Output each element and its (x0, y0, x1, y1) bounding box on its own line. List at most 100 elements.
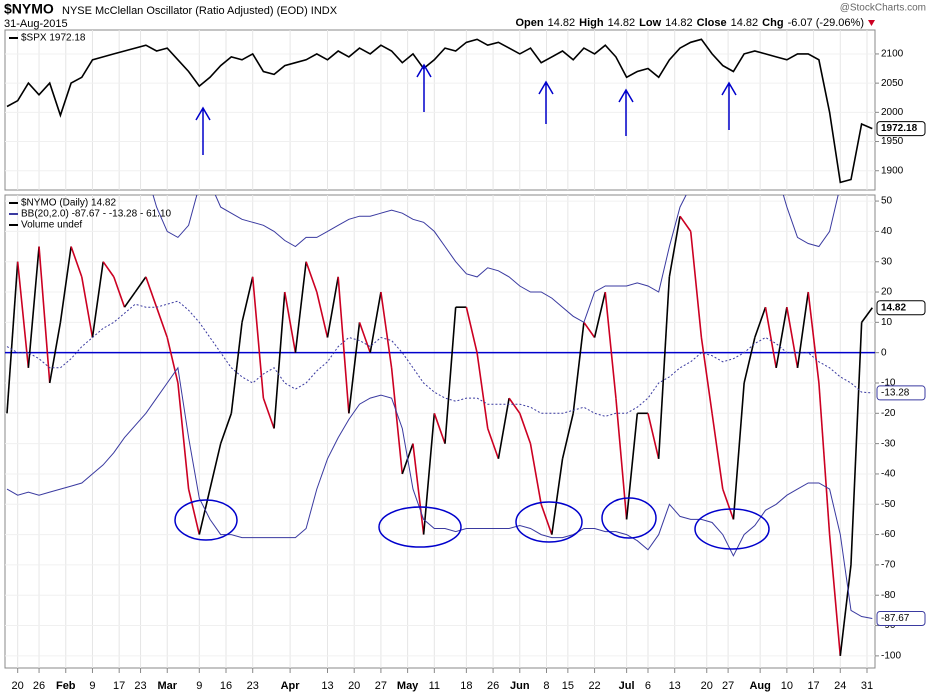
line-segment (102, 261, 115, 278)
x-tick-label: 6 (645, 680, 651, 692)
line-segment (358, 322, 371, 353)
quote-label: Close (697, 17, 727, 29)
x-tick-label: 22 (588, 680, 600, 692)
line-segment (412, 443, 425, 535)
line-segment (70, 246, 83, 278)
line-segment (604, 291, 617, 399)
y-tick-label: 2000 (881, 107, 904, 118)
x-tick-label: 20 (348, 680, 360, 692)
line-segment (508, 397, 521, 414)
y-tick-label: 20 (881, 287, 893, 298)
x-tick-label: Apr (281, 680, 301, 692)
arrow (195, 106, 211, 155)
x-tick-label: 8 (543, 680, 549, 692)
x-tick-label: 13 (669, 680, 681, 692)
x-tick-label: 17 (807, 680, 819, 692)
line-segment (497, 398, 510, 459)
line-segment (711, 413, 724, 490)
line-segment (48, 322, 62, 384)
line-segment (166, 337, 179, 384)
line (6, 300, 873, 417)
line-segment (241, 276, 254, 323)
line-segment (700, 337, 713, 414)
x-tick-label: 27 (722, 680, 734, 692)
x-tick-label: 10 (781, 680, 793, 692)
line-segment (486, 428, 500, 460)
x-tick-label: 16 (220, 680, 232, 692)
line-segment (529, 443, 542, 505)
line-segment (113, 276, 126, 308)
line-segment (123, 291, 136, 308)
line-segment (16, 261, 30, 368)
line-segment (134, 276, 147, 293)
circle (378, 506, 462, 548)
y-tick-label: -30 (881, 438, 896, 449)
line-segment (657, 276, 671, 459)
x-tick-label: 9 (196, 680, 202, 692)
y-tick-label: 10 (881, 317, 893, 328)
line-segment (390, 367, 404, 475)
y-tick-label: 0 (881, 347, 887, 358)
line-segment (145, 276, 158, 308)
line-segment (433, 413, 446, 444)
arrow (416, 63, 432, 112)
y-tick-label: 30 (881, 256, 893, 267)
x-tick-label: 20 (701, 680, 713, 692)
line-segment (294, 261, 307, 353)
line-segment (283, 291, 297, 353)
quote-label: Chg (762, 17, 783, 29)
price-badge-label: 1972.18 (881, 123, 918, 134)
x-tick-label: 15 (562, 680, 574, 692)
quote-value: 14.82 (731, 17, 759, 29)
quote-value: 14.82 (665, 17, 693, 29)
y-tick-label: -80 (881, 590, 896, 601)
date: 31-Aug-2015 (4, 18, 68, 30)
y-tick-label: -20 (881, 408, 896, 419)
quote-value: 14.82 (608, 17, 636, 29)
circle (694, 508, 770, 550)
line-segment (561, 413, 574, 459)
x-tick-label: 18 (460, 680, 472, 692)
line-segment (209, 443, 222, 490)
quote-label: Low (639, 17, 661, 29)
line-segment (818, 382, 831, 535)
x-tick-label: Aug (749, 680, 770, 692)
x-tick-label: Feb (56, 680, 76, 692)
y-tick-label: -50 (881, 499, 896, 510)
line-segment (796, 291, 810, 368)
y-tick-label: -10 (881, 378, 896, 389)
x-tick-label: 17 (113, 680, 125, 692)
legend-label: BB(20,2.0) -87.67 - -13.28 - 61.10 (21, 209, 172, 220)
line-segment (807, 291, 820, 384)
line-segment (722, 488, 735, 520)
y-tick-label: -100 (881, 651, 901, 662)
line-segment (444, 307, 457, 444)
line-segment (593, 291, 607, 338)
quote-label: Open (516, 17, 544, 29)
y-tick-label: 2100 (881, 49, 904, 60)
line (6, 366, 873, 619)
line-segment (786, 307, 799, 368)
x-tick-label: Jul (619, 680, 635, 692)
x-tick-label: 23 (134, 680, 146, 692)
description: NYSE McClellan Oscillator (Ratio Adjuste… (62, 5, 338, 17)
x-tick-label: 11 (429, 680, 440, 692)
price-badge (876, 300, 926, 316)
line-segment (551, 458, 564, 535)
line-segment (861, 307, 873, 323)
plot-area (5, 195, 875, 668)
line-segment (380, 291, 393, 368)
line-segment (198, 488, 211, 535)
line-segment (230, 322, 243, 414)
line-segment (369, 291, 382, 353)
price-badge-label: -13.28 (881, 388, 910, 399)
quote-label: High (579, 17, 604, 29)
price-badge (876, 121, 926, 137)
panel-frame (4, 29, 876, 191)
line-segment (305, 261, 318, 293)
x-tick-label: 24 (834, 680, 846, 692)
x-tick-label: 31 (861, 680, 873, 692)
line-segment (80, 276, 94, 338)
line-segment (337, 276, 350, 414)
line-segment (316, 291, 329, 338)
